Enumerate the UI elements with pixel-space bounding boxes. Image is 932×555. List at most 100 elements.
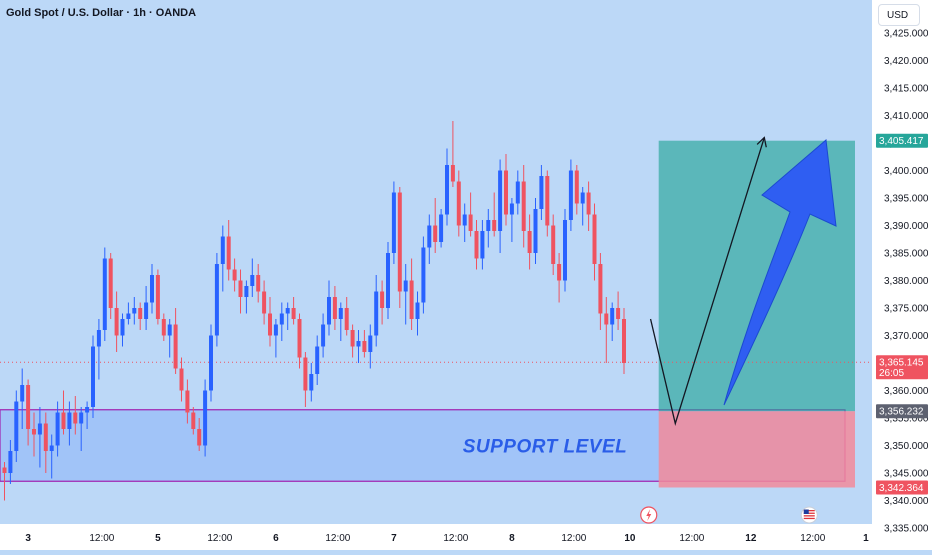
candle-body (2, 467, 7, 473)
candle-body (474, 231, 479, 259)
candle (616, 291, 621, 330)
candle-body (285, 308, 290, 314)
flag-stripe (803, 515, 815, 517)
time-tick-label: 8 (509, 533, 515, 544)
candle (492, 192, 497, 237)
price-tick-label: 3,350.000 (884, 441, 929, 452)
candle (527, 214, 532, 270)
candle-body (427, 225, 432, 248)
price-tick-label: 3,425.000 (884, 29, 929, 40)
candle (592, 203, 597, 281)
price-badge-bg (876, 404, 928, 419)
candle (610, 302, 615, 341)
candle-body (114, 308, 119, 336)
candle (209, 324, 213, 402)
candle (238, 269, 243, 314)
candle-body (167, 324, 172, 336)
candle (150, 264, 154, 314)
candle-body (462, 214, 467, 226)
price-tick-label: 3,410.000 (884, 111, 929, 122)
candle-body (256, 275, 261, 292)
candle (403, 264, 408, 325)
candle (120, 313, 125, 347)
candle (49, 434, 54, 479)
price-tick-label: 3,420.000 (884, 56, 929, 67)
currency-button[interactable]: USD (878, 4, 920, 26)
us-flag-icon[interactable] (800, 506, 818, 524)
candle (515, 170, 520, 215)
candle (161, 313, 166, 341)
candle (144, 286, 149, 330)
candle-body (79, 412, 84, 424)
candle (504, 154, 508, 226)
candle-body (509, 203, 514, 215)
candle (262, 280, 267, 325)
candle (368, 324, 373, 369)
candle-body (563, 220, 567, 281)
time-tick-label: 12:00 (679, 533, 704, 544)
candle (533, 198, 538, 264)
candle (563, 209, 567, 292)
candle-body (480, 231, 485, 259)
candle-body (61, 412, 66, 429)
time-tick-label: 7 (391, 533, 397, 544)
candle-body (126, 313, 131, 319)
price-badge-label: 3,365.145 (879, 358, 924, 369)
price-badge-bg (876, 480, 928, 495)
candle (356, 330, 361, 363)
candle (415, 291, 420, 336)
candle-body (586, 192, 591, 215)
flag-stripe (803, 510, 815, 512)
candle-body (309, 374, 314, 391)
candle (55, 401, 60, 457)
price-tick-label: 3,345.000 (884, 469, 929, 480)
candle-body (26, 385, 31, 429)
time-tick-label: 10 (624, 533, 636, 544)
candle (486, 209, 491, 248)
candle (574, 165, 579, 215)
candle-body (568, 170, 573, 220)
candle (273, 319, 278, 358)
time-tick-label: 12:00 (800, 533, 825, 544)
price-tick-label: 3,385.000 (884, 249, 929, 260)
time-tick-label: 1 (863, 533, 869, 544)
candle-body (268, 313, 272, 336)
time-tick-label: 12:00 (325, 533, 350, 544)
support-level-label: SUPPORT LEVEL (463, 437, 628, 458)
candle (315, 335, 320, 385)
candle (173, 308, 178, 374)
candle (598, 253, 603, 330)
candle (539, 165, 544, 220)
chart-title: Gold Spot / U.S. Dollar · 1h · OANDA (6, 7, 197, 19)
price-tick-label: 3,355.000 (884, 414, 929, 425)
price-badge-bg (876, 355, 928, 380)
candle (551, 214, 556, 275)
lightning-icon[interactable] (640, 506, 658, 524)
candle-body (108, 258, 113, 308)
candle-body (32, 429, 36, 435)
candle (220, 225, 225, 292)
candle (450, 121, 455, 187)
flag-canton (803, 509, 809, 514)
price-tick-label: 3,370.000 (884, 331, 929, 342)
candle-body (338, 308, 343, 319)
candle-body (191, 412, 196, 429)
candle (445, 148, 449, 226)
candle (344, 297, 349, 336)
price-badge: 3,342.364 (876, 480, 928, 495)
candle (79, 407, 84, 451)
candle (350, 324, 355, 358)
candle (167, 319, 172, 358)
candle-body (327, 297, 331, 325)
price-tick-label: 3,380.000 (884, 276, 929, 287)
time-tick-label: 12:00 (89, 533, 114, 544)
candle-body (380, 291, 385, 308)
price-axis-panel (872, 0, 932, 550)
candle (108, 253, 113, 319)
candle-body (232, 269, 237, 281)
candle (179, 357, 184, 402)
candle (386, 242, 390, 319)
